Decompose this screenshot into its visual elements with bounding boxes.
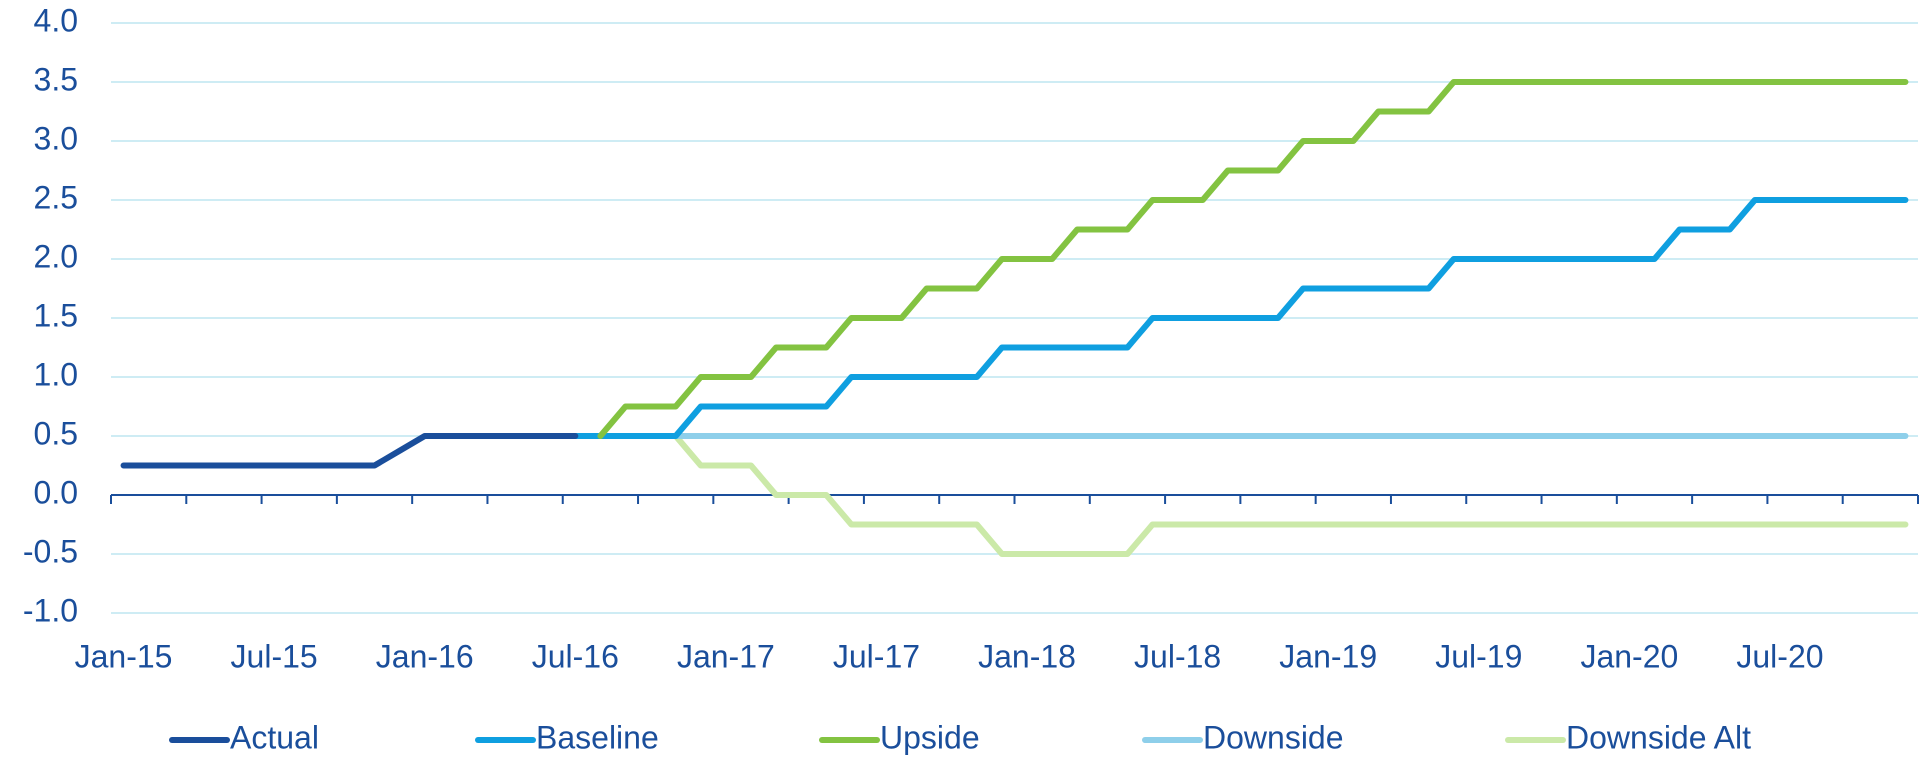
x-tick-label: Jul-16 [532,638,619,674]
y-tick-label: 1.5 [34,297,78,333]
legend-label: Downside Alt [1566,719,1751,755]
x-tick-label: Jan-20 [1580,638,1678,674]
legend-label: Baseline [536,719,659,755]
legend-label: Downside [1203,719,1344,755]
series-line [572,197,1909,439]
legend-label: Actual [230,719,319,755]
x-tick-label: Jan-19 [1279,638,1377,674]
x-tick-label: Jul-18 [1134,638,1221,674]
series-line [672,433,1909,557]
x-tick-label: Jul-20 [1736,638,1823,674]
y-tick-label: 2.5 [34,179,78,215]
y-tick-label: 1.0 [34,356,78,392]
y-tick-label: -0.5 [23,533,78,569]
series-line [597,79,1909,439]
y-tick-label: 4.0 [34,2,78,38]
y-tick-label: 3.0 [34,120,78,156]
y-tick-label: 3.5 [34,61,78,97]
y-tick-label: 0.0 [34,474,78,510]
y-tick-label: 2.0 [34,238,78,274]
legend-label: Upside [880,719,980,755]
x-tick-label: Jan-16 [376,638,474,674]
y-tick-label: -1.0 [23,592,78,628]
x-tick-label: Jan-15 [75,638,173,674]
y-tick-label: 0.5 [34,415,78,451]
x-tick-label: Jul-17 [833,638,920,674]
series-line [120,433,579,469]
x-tick-label: Jan-17 [677,638,775,674]
x-tick-label: Jul-15 [231,638,318,674]
x-tick-label: Jan-18 [978,638,1076,674]
x-tick-label: Jul-19 [1435,638,1522,674]
